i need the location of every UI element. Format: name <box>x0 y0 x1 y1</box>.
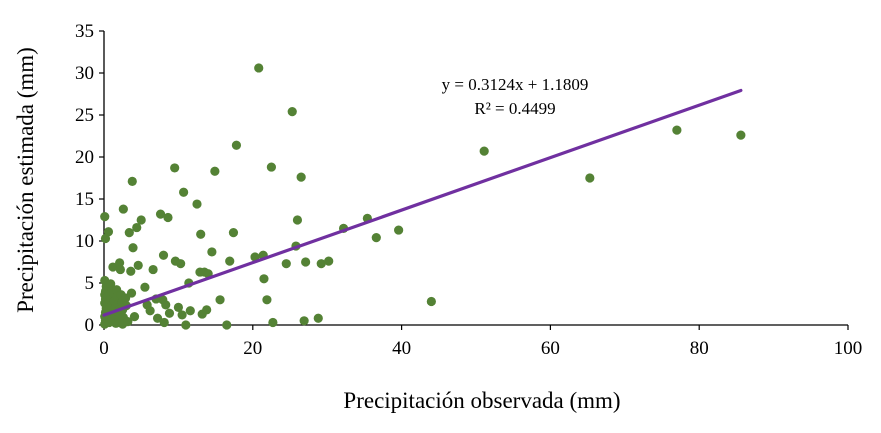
y-tick-label: 5 <box>85 273 95 294</box>
data-point <box>140 282 150 292</box>
data-point <box>301 257 311 267</box>
data-point <box>192 199 202 209</box>
data-point <box>177 310 187 320</box>
data-point <box>118 204 128 214</box>
trendline <box>102 88 743 317</box>
data-point <box>262 295 272 305</box>
data-point <box>324 256 334 266</box>
data-point <box>108 262 118 272</box>
data-point <box>259 274 269 284</box>
data-point <box>161 300 171 310</box>
y-tick-label: 15 <box>75 189 94 210</box>
data-point <box>179 187 189 197</box>
data-point <box>158 250 169 260</box>
data-point <box>173 302 183 312</box>
x-axis-title: Precipitación observada (mm) <box>343 388 620 413</box>
data-point <box>145 306 155 316</box>
data-point <box>479 146 489 156</box>
data-point <box>228 228 239 238</box>
data-point <box>176 259 186 269</box>
data-point <box>196 229 206 239</box>
r-squared-label: R² = 0.4499 <box>474 99 555 118</box>
data-point <box>585 173 595 183</box>
data-point <box>296 172 306 182</box>
data-point <box>133 260 143 270</box>
data-point <box>426 296 436 307</box>
data-point <box>127 176 137 186</box>
data-point <box>181 320 191 330</box>
data-point <box>292 215 303 225</box>
y-tick-label: 25 <box>75 105 94 126</box>
data-point <box>136 215 146 225</box>
data-point <box>155 209 166 219</box>
data-point <box>371 233 381 243</box>
data-point <box>254 63 264 73</box>
data-point <box>124 228 134 238</box>
x-tick-label: 100 <box>834 338 863 359</box>
data-point <box>222 320 232 330</box>
data-point <box>207 247 217 257</box>
data-point <box>129 312 140 322</box>
data-point <box>123 317 133 327</box>
y-tick-label: 0 <box>85 315 95 336</box>
x-tick-label: 60 <box>541 338 560 359</box>
y-tick-label: 10 <box>75 231 94 252</box>
data-point <box>316 259 326 269</box>
data-point <box>313 313 323 323</box>
data-point <box>672 125 682 135</box>
data-point <box>299 316 309 326</box>
data-point <box>250 252 260 262</box>
data-points <box>100 63 746 330</box>
data-point <box>231 140 242 150</box>
data-point <box>103 227 114 237</box>
data-point <box>128 243 138 253</box>
y-tick-label: 35 <box>75 21 94 42</box>
trendline-layer <box>102 88 743 317</box>
data-point <box>152 313 163 323</box>
data-point <box>281 259 291 269</box>
data-point <box>736 130 746 140</box>
data-point <box>170 163 180 173</box>
data-point <box>185 306 195 316</box>
data-point <box>100 212 110 222</box>
data-point <box>287 107 297 117</box>
x-tick-label: 80 <box>690 338 709 359</box>
data-point <box>126 266 136 276</box>
data-point <box>164 308 175 318</box>
data-point <box>210 166 220 176</box>
data-point <box>225 256 235 266</box>
data-point <box>215 295 225 305</box>
data-point <box>115 258 125 268</box>
data-point <box>268 317 278 328</box>
tick-labels: 0 5 10 15 20 25 30 35 0 20 40 60 80 100 <box>75 21 862 359</box>
x-tick-label: 20 <box>243 338 262 359</box>
data-point <box>266 162 276 172</box>
x-tick-label: 40 <box>392 338 411 359</box>
x-tick-label: 0 <box>99 338 109 359</box>
data-point <box>115 264 125 275</box>
data-point <box>163 212 173 223</box>
data-point <box>106 279 116 289</box>
y-axis-title: Precipitación estimada (mm) <box>13 47 38 313</box>
data-point <box>132 222 142 233</box>
data-point <box>148 264 158 275</box>
trendline-equation: y = 0.3124x + 1.1809 <box>442 75 589 94</box>
data-point <box>202 305 212 315</box>
data-point <box>159 317 169 328</box>
data-point <box>394 225 404 235</box>
y-tick-label: 30 <box>75 63 94 84</box>
data-point <box>126 288 137 298</box>
y-tick-label: 20 <box>75 147 94 168</box>
